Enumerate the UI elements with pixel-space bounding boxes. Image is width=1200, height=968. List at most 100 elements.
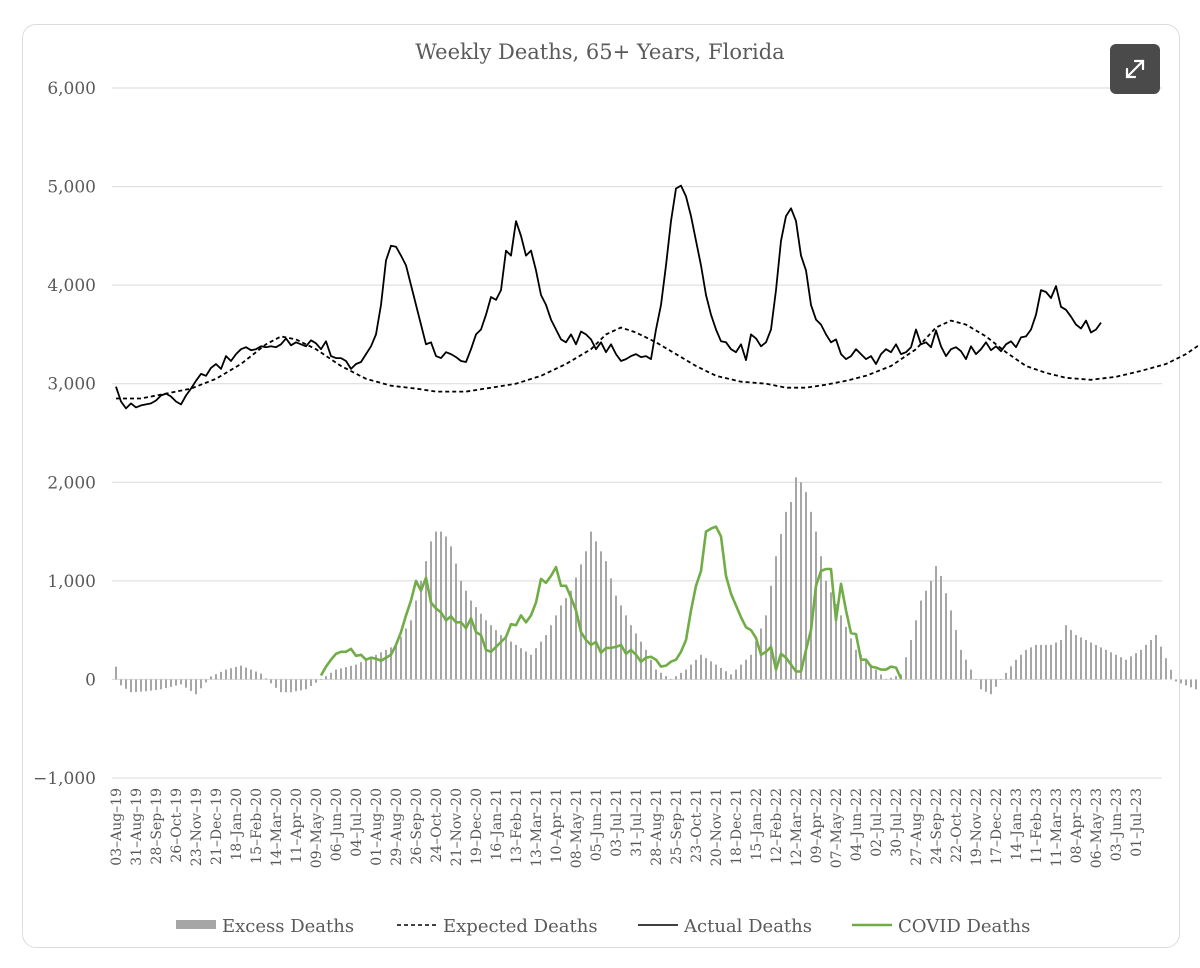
excess-deaths-bar — [1030, 647, 1032, 680]
excess-deaths-bar — [825, 580, 827, 680]
x-tick-label: 11–Mar–23 — [1049, 788, 1065, 867]
excess-deaths-bar — [660, 672, 662, 680]
excess-deaths-bar — [325, 676, 327, 680]
excess-deaths-bar — [1045, 644, 1047, 680]
excess-deaths-bar — [560, 605, 562, 680]
excess-deaths-bar — [1035, 644, 1037, 680]
excess-deaths-bar — [145, 679, 147, 692]
excess-deaths-bar — [570, 590, 572, 680]
excess-deaths-bar — [475, 607, 477, 680]
excess-deaths-bar — [840, 615, 842, 680]
excess-deaths-bar — [375, 654, 377, 680]
x-tick-label: 14–Jan–23 — [1009, 788, 1025, 861]
excess-deaths-bar — [535, 648, 537, 680]
y-tick-label: 1,000 — [47, 572, 96, 592]
excess-deaths-bar — [700, 654, 702, 680]
excess-deaths-bar — [765, 615, 767, 680]
excess-deaths-bar — [295, 679, 297, 692]
series-lines — [115, 184, 1200, 679]
excess-deaths-bar — [785, 511, 787, 680]
legend-label: Actual Deaths — [683, 916, 812, 937]
x-tick-label: 12–Feb–22 — [769, 788, 785, 864]
chart-card — [22, 24, 1180, 948]
expand-button[interactable] — [1110, 44, 1160, 94]
excess-deaths-bar — [515, 644, 517, 680]
excess-deaths-bar — [115, 666, 117, 680]
excess-deaths-bar — [880, 674, 882, 680]
excess-deaths-bar — [925, 590, 927, 680]
y-tick-label: 0 — [85, 670, 96, 690]
excess-deaths-bar — [860, 654, 862, 680]
excess-deaths-bar — [320, 679, 322, 680]
excess-deaths-bar — [1005, 672, 1007, 680]
excess-deaths-bar — [280, 679, 282, 693]
excess-deaths-bar — [505, 638, 507, 680]
excess-deaths-bar — [160, 679, 162, 690]
x-tick-label: 30–Jul–22 — [889, 788, 905, 857]
excess-deaths-bar — [305, 679, 307, 690]
x-tick-label: 08–Apr–23 — [1069, 788, 1085, 863]
excess-deaths-bar — [615, 595, 617, 680]
excess-deaths-bar — [945, 593, 947, 680]
excess-deaths-bar — [795, 477, 797, 680]
excess-deaths-bar — [845, 626, 847, 680]
excess-deaths-bar — [600, 551, 602, 680]
x-tick-label: 31–Aug–19 — [129, 788, 145, 866]
x-tick-label: 28–Sep–19 — [149, 788, 165, 864]
excess-deaths-bar — [545, 635, 547, 680]
excess-deaths-bar — [1190, 679, 1192, 688]
excess-deaths-bar — [390, 647, 392, 680]
x-tick-label: 02–Jul–22 — [869, 788, 885, 857]
x-tick-label: 26–Sep–20 — [409, 788, 425, 864]
legend-label: COVID Deaths — [898, 916, 1030, 937]
excess-deaths-bar — [665, 676, 667, 680]
excess-deaths-bar — [1125, 659, 1127, 680]
excess-deaths-bar — [1060, 640, 1062, 680]
excess-deaths-bar — [220, 671, 222, 680]
excess-deaths-bar — [865, 659, 867, 680]
excess-deaths-bar — [1080, 637, 1082, 680]
excess-deaths-bar — [935, 566, 937, 680]
excess-deaths-bar — [950, 610, 952, 680]
excess-deaths-bar — [1140, 649, 1142, 680]
excess-deaths-bar — [1020, 654, 1022, 680]
x-tick-label: 25–Sep–21 — [669, 788, 685, 864]
excess-deaths-bar — [195, 679, 197, 695]
excess-deaths-bar — [425, 561, 427, 680]
excess-deaths-bar — [1130, 656, 1132, 680]
excess-deaths-bar — [1090, 642, 1092, 680]
chart-title: Weekly Deaths, 65+ Years, Florida — [415, 40, 784, 64]
excess-deaths-bar — [520, 648, 522, 680]
legend-label: Excess Deaths — [222, 916, 354, 937]
excess-deaths-bar — [265, 678, 267, 680]
excess-deaths-bar — [805, 492, 807, 680]
excess-deaths-bar — [300, 679, 302, 691]
covid-deaths-line — [319, 525, 903, 679]
excess-deaths-bar — [755, 641, 757, 680]
y-axis-ticks: −1,000 0 1,000 2,000 3,000 4,000 5,000 6,000 — [33, 79, 96, 789]
expand-icon — [1125, 59, 1145, 79]
x-tick-label: 10–Apr–21 — [549, 788, 565, 863]
excess-deaths-bar — [930, 580, 932, 680]
excess-deaths-bar — [385, 649, 387, 680]
y-tick-label: 6,000 — [47, 79, 96, 99]
excess-deaths-bar — [405, 628, 407, 680]
x-tick-label: 12–Mar–22 — [789, 788, 805, 867]
excess-deaths-bar — [355, 664, 357, 680]
excess-deaths-bar — [565, 598, 567, 680]
excess-deaths-bar — [1135, 653, 1137, 680]
excess-deaths-bar — [790, 502, 792, 680]
excess-deaths-bar — [410, 620, 412, 680]
excess-deaths-bar — [980, 679, 982, 690]
x-tick-label: 28–Aug–21 — [649, 788, 665, 866]
excess-deaths-bar — [990, 679, 992, 695]
x-tick-label: 13–Feb–21 — [509, 788, 525, 864]
excess-deaths-bar — [200, 679, 202, 689]
excess-deaths-bar — [970, 669, 972, 680]
excess-deaths-bar — [815, 531, 817, 680]
excess-deaths-bar — [1075, 635, 1077, 680]
excess-deaths-bar — [180, 679, 182, 685]
x-tick-label: 15–Feb–20 — [249, 788, 265, 864]
excess-deaths-bar — [420, 580, 422, 680]
excess-deaths-bar — [750, 654, 752, 680]
